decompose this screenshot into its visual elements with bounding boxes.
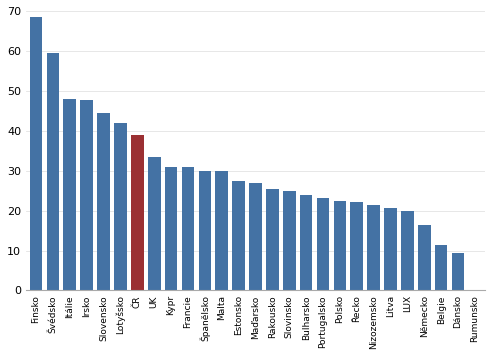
Bar [401,211,414,290]
Bar [97,113,110,290]
Bar [418,225,430,290]
Bar [199,172,211,290]
Bar [283,192,296,290]
Bar [368,205,380,290]
Bar [80,100,93,290]
Bar [30,17,42,290]
Bar [452,252,464,290]
Bar [384,208,397,290]
Bar [350,202,363,290]
Bar [300,195,312,290]
Bar [215,172,228,290]
Bar [317,198,329,290]
Bar [148,157,160,290]
Bar [131,135,144,290]
Bar [114,123,127,290]
Bar [249,183,262,290]
Bar [165,167,178,290]
Bar [266,189,278,290]
Bar [182,167,194,290]
Bar [47,53,59,290]
Bar [334,200,346,290]
Bar [232,180,245,290]
Bar [63,99,76,290]
Bar [435,245,448,290]
